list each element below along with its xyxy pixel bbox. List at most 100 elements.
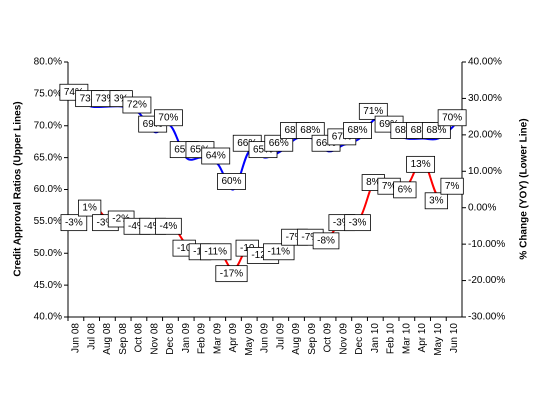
- data-label: 73%: [95, 93, 115, 104]
- y2-tick-label: 40.00%: [468, 57, 502, 68]
- data-label-box: [217, 173, 246, 190]
- data-label: 3%: [429, 195, 444, 206]
- y2-tick-label: -20.00%: [468, 275, 505, 286]
- data-label: 69%: [143, 119, 163, 130]
- y-tick-label: 60.0%: [34, 184, 62, 195]
- data-label-box: [78, 199, 102, 217]
- x-tick-label: Jul 09: [275, 323, 286, 350]
- data-label-box: [343, 122, 372, 139]
- data-label: 68%: [348, 125, 368, 136]
- data-label: -11%: [204, 246, 227, 257]
- data-label: 7%: [445, 181, 460, 192]
- data-label-box: [60, 214, 88, 232]
- data-label-box: [437, 109, 467, 127]
- data-label-box: [200, 243, 232, 261]
- data-label: -2%: [112, 214, 130, 225]
- data-label-box: [358, 102, 388, 120]
- x-tick-label: Jun 08: [71, 323, 82, 353]
- y-tick-label: 80.0%: [34, 57, 62, 68]
- data-label: 60%: [221, 176, 241, 187]
- y-tick-label: 75.0%: [34, 89, 62, 100]
- y-tick-label: 50.0%: [34, 248, 62, 259]
- data-label-box: [393, 181, 417, 199]
- x-tick-label: Feb 10: [386, 323, 397, 355]
- data-label: 8%: [366, 177, 381, 188]
- data-label: 73%: [80, 93, 100, 104]
- y2-tick-label: 20.00%: [468, 129, 502, 140]
- data-label-box: [406, 155, 436, 173]
- y-tick-label: 40.0%: [34, 312, 62, 323]
- y2-axis-title: % Change (YOY) (Lower Line): [519, 118, 530, 259]
- data-label: 13%: [411, 159, 431, 170]
- data-label: 3%: [114, 93, 129, 104]
- x-tick-label: Aug 09: [291, 323, 302, 355]
- x-tick-label: Sep 08: [118, 323, 129, 355]
- data-label-box: [421, 122, 451, 139]
- data-label-box: [312, 232, 340, 250]
- data-label: 65%: [253, 144, 273, 155]
- x-tick-label: Dec 09: [354, 323, 365, 355]
- x-tick-label: Feb 09: [197, 323, 208, 355]
- data-label: -3%: [349, 217, 367, 228]
- data-label: 68%: [426, 125, 446, 136]
- x-tick-label: Oct 08: [134, 323, 145, 353]
- data-label: 74%: [64, 87, 84, 98]
- data-label: -3%: [65, 217, 83, 228]
- data-label: -17%: [220, 268, 243, 279]
- y-tick-label: 55.0%: [34, 216, 62, 227]
- data-label-box: [201, 147, 231, 165]
- data-label: 7%: [382, 181, 397, 192]
- data-label: 70%: [158, 112, 178, 123]
- data-label: -7%: [286, 232, 304, 243]
- y2-tick-label: 10.00%: [468, 166, 502, 177]
- data-label: 68%: [411, 125, 431, 136]
- data-label: 68%: [395, 125, 415, 136]
- x-tick-label: May 09: [244, 323, 255, 356]
- x-tick-label: Mar 09: [212, 323, 223, 355]
- y2-tick-label: -10.00%: [468, 239, 505, 250]
- x-tick-label: Aug 08: [102, 323, 113, 355]
- y-axis-title: Credit Approval Ratios (Upper Lines): [13, 101, 24, 276]
- x-tick-label: Nov 09: [338, 323, 349, 355]
- x-tick-label: Sep 09: [307, 323, 318, 355]
- data-label-box: [155, 217, 182, 235]
- x-tick-label: Jan 10: [370, 323, 381, 353]
- x-tick-label: Jan 09: [181, 323, 192, 353]
- y-tick-label: 45.0%: [34, 280, 62, 291]
- x-tick-label: Jul 08: [86, 323, 97, 350]
- data-label-box: [344, 214, 371, 232]
- data-label-box: [295, 122, 325, 139]
- data-label: 65%: [174, 144, 194, 155]
- y-tick-label: 65.0%: [34, 152, 62, 163]
- x-tick-label: Apr 09: [228, 323, 239, 353]
- x-tick-label: May 10: [433, 323, 444, 356]
- data-label: -11%: [267, 246, 290, 257]
- data-label: 71%: [363, 106, 383, 117]
- data-label-box: [424, 192, 448, 210]
- x-tick-label: Apr 10: [417, 323, 428, 353]
- x-tick-label: Oct 09: [323, 323, 334, 353]
- data-label: -8%: [317, 235, 335, 246]
- data-label: 68%: [300, 125, 320, 136]
- data-label: 65%: [190, 144, 210, 155]
- x-tick-label: Jun 10: [449, 323, 460, 353]
- data-label: -4%: [128, 221, 146, 232]
- data-label-box: [263, 243, 295, 261]
- data-label: 66%: [316, 138, 336, 149]
- x-tick-label: Jun 09: [260, 323, 271, 353]
- data-label: -4%: [144, 221, 162, 232]
- data-label: -10: [177, 243, 192, 254]
- x-tick-label: Dec 08: [165, 323, 176, 355]
- data-label-box: [264, 134, 294, 152]
- data-label: 1%: [82, 203, 97, 214]
- data-label-box: [122, 96, 152, 114]
- y2-tick-label: 30.00%: [468, 93, 502, 104]
- data-label: 70%: [442, 112, 462, 123]
- data-label: -4%: [160, 221, 178, 232]
- y2-tick-label: 0.00%: [468, 202, 496, 213]
- data-label-box: [440, 177, 464, 195]
- data-label-box: [215, 265, 248, 283]
- data-label: 67%: [332, 132, 352, 143]
- x-tick-label: Nov 08: [149, 323, 160, 355]
